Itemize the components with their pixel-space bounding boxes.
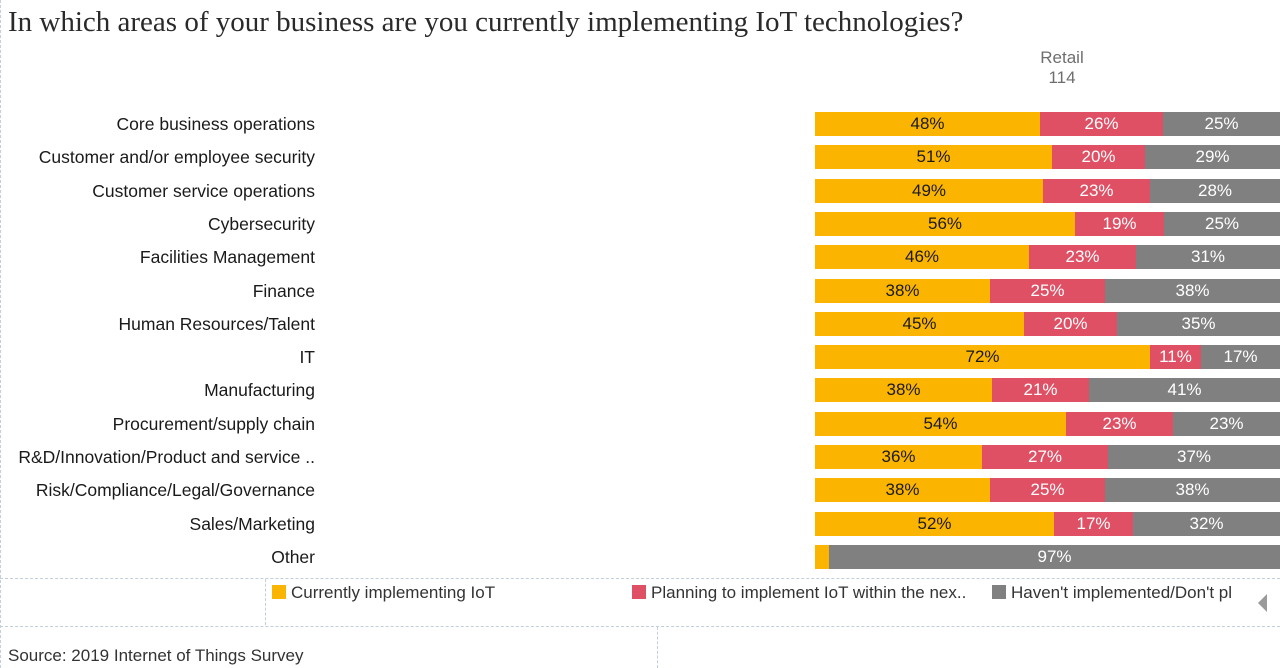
bar-segment-planning[interactable]: 26%	[1040, 112, 1163, 136]
category-label: Manufacturing	[204, 380, 315, 400]
legend-label-planning: Planning to implement IoT within the nex…	[651, 583, 967, 602]
legend-left-divider	[265, 579, 266, 625]
bar-segment-currently[interactable]: 52%	[815, 512, 1054, 536]
column-header-label: Retail	[1040, 48, 1084, 67]
bar-segment-currently[interactable]: 54%	[815, 412, 1066, 436]
bar-segment-not-implemented[interactable]: 31%	[1136, 245, 1280, 269]
category-label: Customer and/or employee security	[38, 147, 315, 167]
category-label: Facilities Management	[139, 247, 315, 267]
bar-segment-currently[interactable]: 56%	[815, 212, 1075, 236]
bar-segment-currently[interactable]: 72%	[815, 345, 1150, 369]
legend-item-planning[interactable]: Planning to implement IoT within the nex…	[632, 583, 966, 603]
bar-segment-not-implemented[interactable]: 35%	[1117, 312, 1280, 336]
legend-bottom-divider	[0, 626, 1280, 627]
legend-item-not-implemented[interactable]: Haven't implemented/Don't pl	[992, 583, 1232, 603]
legend-swatch-not-implemented	[992, 585, 1006, 599]
bar-segment-currently[interactable]: 38%	[815, 279, 990, 303]
bar-segment-planning[interactable]: 17%	[1054, 512, 1133, 536]
bar-segment-planning[interactable]: 23%	[1066, 412, 1173, 436]
source-note: Source: 2019 Internet of Things Survey	[8, 646, 304, 665]
legend-swatch-currently	[272, 585, 286, 599]
bar-segment-not-implemented[interactable]: 25%	[1163, 112, 1280, 136]
category-label: Other	[271, 547, 315, 567]
bar-segment-currently[interactable]: 36%	[815, 445, 982, 469]
bar-segment-not-implemented[interactable]: 38%	[1105, 478, 1280, 502]
bar-segment-not-implemented[interactable]: 29%	[1145, 145, 1280, 169]
bar-segment-not-implemented[interactable]: 38%	[1105, 279, 1280, 303]
bar-segment-planning[interactable]: 21%	[992, 378, 1089, 402]
bar-segment-planning[interactable]: 19%	[1075, 212, 1164, 236]
category-label: Cybersecurity	[208, 214, 315, 234]
bar-segment-not-implemented[interactable]: 41%	[1089, 378, 1280, 402]
legend-label-not-implemented: Haven't implemented/Don't pl	[1011, 583, 1232, 602]
footer-divider	[657, 627, 658, 668]
bar-segment-currently[interactable]: 38%	[815, 378, 992, 402]
bar-segment-not-implemented[interactable]: 17%	[1201, 345, 1280, 369]
category-label: IT	[299, 347, 315, 367]
category-label: Sales/Marketing	[189, 514, 315, 534]
bar-segment-planning[interactable]: 11%	[1150, 345, 1201, 369]
bar-segment-not-implemented[interactable]: 32%	[1133, 512, 1280, 536]
bar-segment-planning[interactable]: 25%	[990, 279, 1105, 303]
left-border	[0, 0, 1, 668]
category-label: Core business operations	[116, 114, 315, 134]
bar-segment-planning[interactable]: 23%	[1029, 245, 1136, 269]
bar-segment-planning[interactable]: 27%	[982, 445, 1108, 469]
bar-segment-currently[interactable]: 51%	[815, 145, 1052, 169]
category-label: Customer service operations	[92, 181, 315, 201]
column-header: Retail 114	[1012, 48, 1112, 88]
legend-item-currently[interactable]: Currently implementing IoT	[272, 583, 495, 603]
legend-scroll-left-icon[interactable]	[1258, 594, 1267, 612]
bar-segment-not-implemented[interactable]: 97%	[829, 545, 1280, 569]
bar-segment-not-implemented[interactable]: 28%	[1150, 179, 1280, 203]
bar-segment-currently[interactable]: 45%	[815, 312, 1024, 336]
column-header-count: 114	[1048, 68, 1076, 87]
category-label: R&D/Innovation/Product and service ..	[18, 447, 315, 467]
legend-label-currently: Currently implementing IoT	[291, 583, 496, 602]
category-label: Procurement/supply chain	[112, 414, 315, 434]
bar-segment-currently[interactable]	[815, 545, 829, 569]
chart-title: In which areas of your business are you …	[8, 6, 964, 38]
category-label: Finance	[252, 281, 315, 301]
legend-top-divider	[0, 578, 1280, 579]
bar-segment-currently[interactable]: 48%	[815, 112, 1040, 136]
bar-segment-planning[interactable]: 23%	[1043, 179, 1150, 203]
bar-segment-currently[interactable]: 46%	[815, 245, 1029, 269]
bar-segment-planning[interactable]: 25%	[990, 478, 1105, 502]
category-label: Risk/Compliance/Legal/Governance	[35, 480, 315, 500]
bar-segment-not-implemented[interactable]: 37%	[1108, 445, 1280, 469]
legend: Currently implementing IoT Planning to i…	[268, 580, 1244, 606]
bar-segment-not-implemented[interactable]: 25%	[1164, 212, 1280, 236]
legend-swatch-planning	[632, 585, 646, 599]
bar-segment-currently[interactable]: 49%	[815, 179, 1043, 203]
bar-segment-planning[interactable]: 20%	[1052, 145, 1145, 169]
bar-segment-planning[interactable]: 20%	[1024, 312, 1117, 336]
bar-segment-not-implemented[interactable]: 23%	[1173, 412, 1280, 436]
category-label: Human Resources/Talent	[118, 314, 315, 334]
bar-segment-currently[interactable]: 38%	[815, 478, 990, 502]
